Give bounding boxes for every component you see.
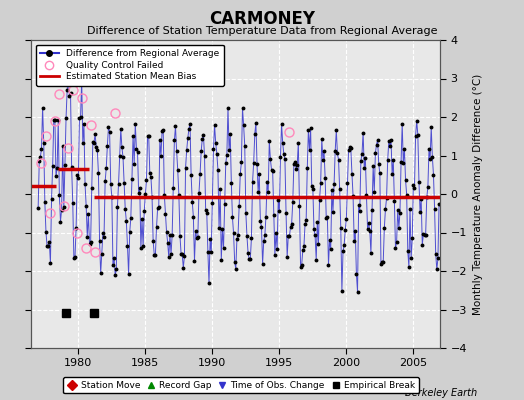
- Legend: Station Move, Record Gap, Time of Obs. Change, Empirical Break: Station Move, Record Gap, Time of Obs. C…: [63, 377, 419, 394]
- Text: CARMONEY: CARMONEY: [209, 10, 315, 28]
- Text: Berkeley Earth: Berkeley Earth: [405, 388, 477, 398]
- Legend: Difference from Regional Average, Quality Control Failed, Estimated Station Mean: Difference from Regional Average, Qualit…: [36, 44, 224, 86]
- Text: Difference of Station Temperature Data from Regional Average: Difference of Station Temperature Data f…: [87, 26, 437, 36]
- Y-axis label: Monthly Temperature Anomaly Difference (°C): Monthly Temperature Anomaly Difference (…: [473, 73, 483, 315]
